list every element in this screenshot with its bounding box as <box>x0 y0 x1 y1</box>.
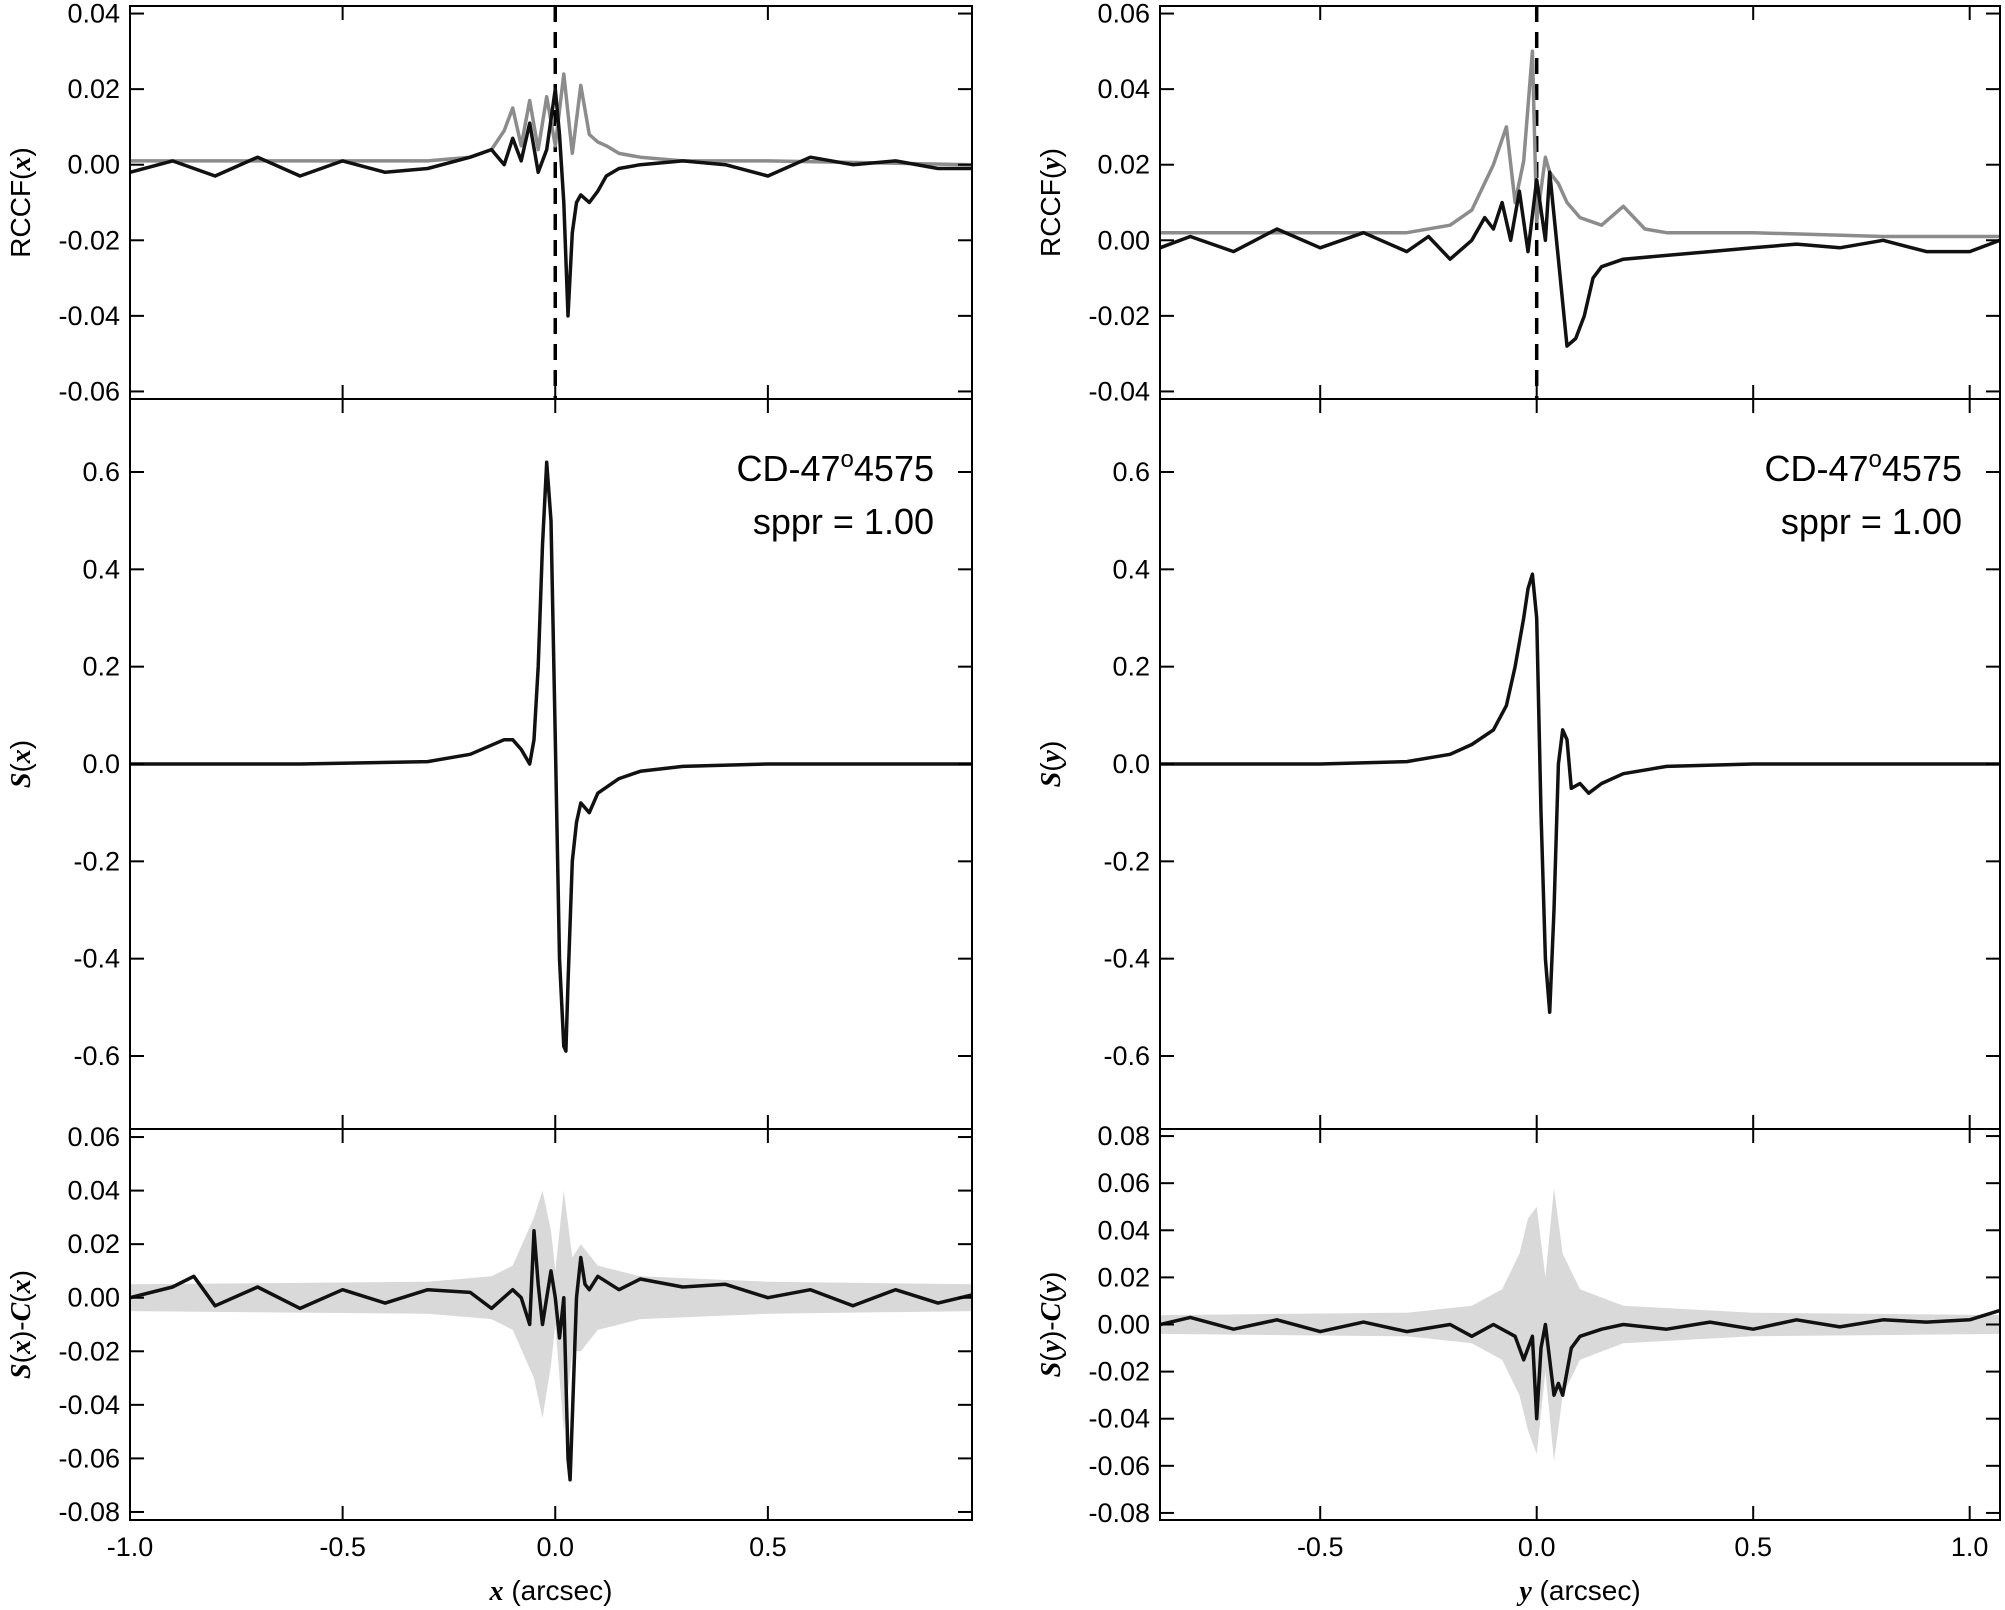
plot-area <box>130 6 972 399</box>
y-tick-label: -0.08 <box>58 1497 120 1527</box>
y-tick-label: 0.4 <box>1112 554 1150 584</box>
y-tick-label: -0.02 <box>58 225 120 255</box>
y-tick-label: 0.00 <box>67 1283 120 1313</box>
y-tick-label: 0.4 <box>82 554 120 584</box>
y-tick-label: -0.4 <box>1103 944 1150 974</box>
y-tick-label: 0.04 <box>1097 74 1150 104</box>
y-axis-label: S(y) <box>1035 741 1067 788</box>
panel-left-middle: 0.6 0.4 0.2 0.0 -0.2 -0.4 -0.6 S(x) CD-47o4575 sp… <box>5 398 973 1130</box>
panel-right-top: 0.06 0.04 0.02 0.00 -0.02 -0.04 RCCF(y) <box>1035 0 2001 406</box>
plot-area <box>130 460 972 1053</box>
y-tick-label: -0.08 <box>1088 1498 1150 1528</box>
y-axis-label: RCCF(x) <box>5 147 37 257</box>
plot-area <box>1160 6 2000 399</box>
x-tick-label: 1.0 <box>1951 1532 1989 1562</box>
plot-frame <box>129 5 973 400</box>
y-tick-label: 0.08 <box>1097 1121 1150 1151</box>
y-axis-label: S(y)-C(y) <box>1035 1272 1067 1378</box>
series-line-1 <box>1160 170 2000 348</box>
y-tick-label: 0.06 <box>67 1122 120 1152</box>
y-tick-label: 0.6 <box>1112 457 1150 487</box>
y-tick-label: -0.2 <box>73 846 120 876</box>
series-line-0 <box>130 460 972 1053</box>
y-tick-label: 0.00 <box>1097 225 1150 255</box>
y-tick-label: -0.06 <box>58 1443 120 1473</box>
x-tick-label: 0.0 <box>1518 1532 1556 1562</box>
y-tick-label: 0.06 <box>1097 0 1150 29</box>
y-tick-label: -0.02 <box>1088 1357 1150 1387</box>
y-tick-label: -0.6 <box>73 1041 120 1071</box>
series-line-0 <box>1160 1308 2000 1421</box>
y-tick-label: 0.06 <box>1097 1168 1150 1198</box>
y-tick-label: 0.02 <box>67 74 120 104</box>
y-tick-label: -0.6 <box>1103 1041 1150 1071</box>
uncertainty-band <box>130 1190 972 1432</box>
x-axis-label: x (arcsec) <box>489 1575 613 1607</box>
y-tick-label: -0.02 <box>58 1336 120 1366</box>
y-tick-label: 0.02 <box>67 1229 120 1259</box>
plot-area <box>1160 572 2000 1014</box>
uncertainty-band <box>1160 1187 2000 1462</box>
y-tick-label: 0.04 <box>67 1176 120 1206</box>
y-tick-label: 0.02 <box>1097 150 1150 180</box>
plot-area <box>130 1190 972 1482</box>
x-tick-label: 0.5 <box>749 1532 787 1562</box>
y-tick-label: -0.06 <box>1088 1451 1150 1481</box>
y-tick-label: -0.04 <box>58 301 120 331</box>
series-line-0 <box>130 1229 972 1482</box>
y-tick-label: 0.0 <box>1112 749 1150 779</box>
y-tick-label: -0.4 <box>73 944 120 974</box>
y-axis-label: RCCF(y) <box>1035 148 1067 257</box>
y-tick-label: 0.00 <box>67 150 120 180</box>
y-tick-label: -0.04 <box>58 1390 120 1420</box>
series-line-0 <box>1160 49 2000 239</box>
y-tick-label: 0.6 <box>82 457 120 487</box>
x-tick-label: -0.5 <box>319 1532 366 1562</box>
panel-right-middle: 0.6 0.4 0.2 0.0 -0.2 -0.4 -0.6 S(y) CD-47o4575 sp… <box>1035 398 2001 1130</box>
y-tick-label: -0.04 <box>1088 1404 1150 1434</box>
star-name-annotation: CD-47o4575 <box>1765 446 1962 489</box>
panel-left-bottom: 0.06 0.04 0.02 0.00 -0.02 -0.04 -0.06 -0.08 -1.0… <box>5 1122 973 1607</box>
y-tick-label: 0.2 <box>82 652 120 682</box>
sppr-annotation: sppr = 1.00 <box>753 501 934 542</box>
y-tick-label: 0.04 <box>67 0 120 29</box>
x-tick-label: -0.5 <box>1297 1532 1344 1562</box>
x-axis-label: y (arcsec) <box>1516 1575 1640 1607</box>
y-tick-label: 0.02 <box>1097 1262 1150 1292</box>
sppr-annotation: sppr = 1.00 <box>1781 501 1962 542</box>
star-name-annotation: CD-47o4575 <box>737 446 934 489</box>
y-tick-label: 0.04 <box>1097 1215 1150 1245</box>
y-tick-label: -0.2 <box>1103 846 1150 876</box>
plot-frame <box>129 1128 973 1521</box>
x-tick-label: 0.5 <box>1734 1532 1772 1562</box>
y-axis-label: S(x) <box>5 740 37 788</box>
y-tick-label: -0.04 <box>1088 376 1150 406</box>
x-tick-label: 0.0 <box>536 1532 574 1562</box>
panel-right-bottom: 0.08 0.06 0.04 0.02 0.00 -0.02 -0.04 -0.06 -0.08… <box>1035 1121 2001 1607</box>
y-tick-label: 0.2 <box>1112 652 1150 682</box>
series-line-1 <box>130 87 972 318</box>
y-tick-label: 0.00 <box>1097 1310 1150 1340</box>
y-tick-label: -0.02 <box>1088 301 1150 331</box>
y-tick-label: -0.06 <box>58 376 120 406</box>
series-line-0 <box>1160 572 2000 1014</box>
plot-frame <box>1159 5 2001 400</box>
panel-left-top: 0.04 0.02 0.00 -0.02 -0.04 -0.06 RCCF(x) <box>5 0 973 406</box>
plot-area <box>1160 1187 2000 1462</box>
y-axis-label: S(x)-C(x) <box>5 1270 37 1379</box>
y-tick-label: 0.0 <box>82 749 120 779</box>
x-tick-label: -1.0 <box>107 1532 154 1562</box>
